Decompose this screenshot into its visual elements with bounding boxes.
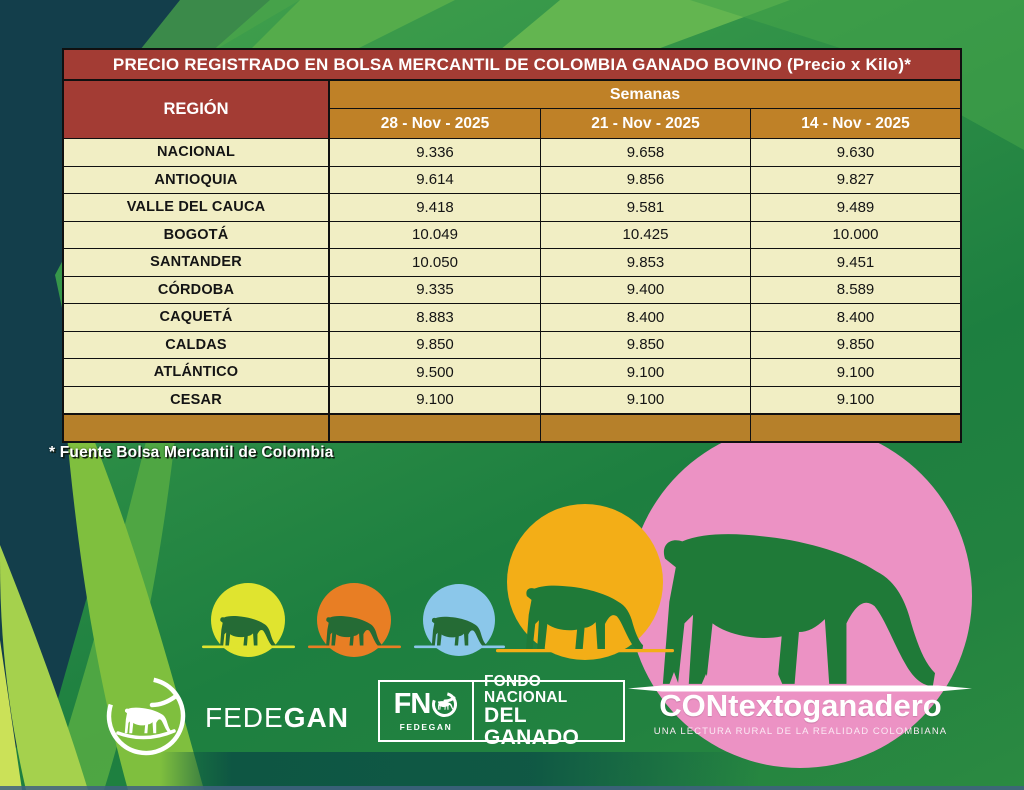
price-value: 9.853 — [540, 249, 750, 276]
table-row: ANTIOQUIA 9.614 9.856 9.827 — [64, 165, 960, 193]
price-table: PRECIO REGISTRADO EN BOLSA MERCANTIL DE … — [62, 48, 962, 443]
price-value: 9.100 — [330, 386, 540, 413]
table-row: NACIONAL 9.336 9.658 9.630 — [64, 138, 960, 166]
table-row: ATLÁNTICO 9.500 9.100 9.100 — [64, 358, 960, 386]
weeks-header: Semanas — [330, 81, 960, 109]
ground-line — [628, 685, 972, 692]
price-value: 9.418 — [330, 194, 540, 221]
cow-badge-pink — [628, 424, 972, 768]
g-circle-cow-icon — [432, 692, 458, 717]
table-row: VALLE DEL CAUCA 9.418 9.581 9.489 — [64, 193, 960, 221]
fedegan-wordmark-light: FEDE — [205, 702, 284, 733]
region-name: CÓRDOBA — [64, 276, 330, 303]
fng-logo: FN FEDEGAN FONDO NACIONAL DEL GANADO — [378, 673, 625, 748]
fng-abbreviation: FN — [394, 690, 459, 719]
price-value: 9.100 — [750, 386, 960, 413]
price-value: 10.425 — [540, 221, 750, 248]
price-value: 9.658 — [540, 139, 750, 166]
price-value: 8.400 — [540, 304, 750, 331]
price-value: 9.614 — [330, 166, 540, 193]
region-column-header: REGIÓN — [64, 81, 330, 138]
week-column-3: 14 - Nov - 2025 — [750, 109, 960, 138]
price-value: 8.589 — [750, 276, 960, 303]
price-value: 9.335 — [330, 276, 540, 303]
price-value: 9.500 — [330, 359, 540, 386]
empty-cell — [64, 415, 330, 441]
empty-cell — [330, 415, 540, 441]
cow-badge-orange — [308, 583, 401, 657]
fng-logo-right: FONDO NACIONAL DEL GANADO — [474, 673, 623, 747]
fedegan-wordmark-bold: GAN — [283, 702, 349, 733]
table-row: CESAR 9.100 9.100 9.100 — [64, 385, 960, 413]
week-column-1: 28 - Nov - 2025 — [330, 109, 540, 138]
price-value: 9.100 — [540, 359, 750, 386]
price-value: 9.630 — [750, 139, 960, 166]
price-value: 9.336 — [330, 139, 540, 166]
price-value: 9.827 — [750, 166, 960, 193]
fedegan-logo: FEDEGAN — [101, 672, 349, 760]
empty-cell — [540, 415, 750, 441]
fng-logo-left: FN FEDEGAN — [380, 682, 474, 740]
contexto-ganadero-logo: CONtextoganadero UNA LECTURA RURAL DE LA… — [628, 690, 973, 737]
region-name: SANTANDER — [64, 249, 330, 276]
table-row: BOGOTÁ 10.049 10.425 10.000 — [64, 220, 960, 248]
price-value: 10.049 — [330, 221, 540, 248]
fng-name-line1: FONDO NACIONAL — [484, 672, 568, 706]
grass-tufts — [668, 672, 918, 688]
table-row: CALDAS 9.850 9.850 9.850 — [64, 330, 960, 358]
fedegan-logo-spacer — [101, 672, 193, 760]
cow-badge-blue — [414, 584, 505, 656]
price-value: 9.100 — [540, 386, 750, 413]
region-name: BOGOTÁ — [64, 221, 330, 248]
cow-badge-yellow — [202, 583, 295, 657]
region-name: CALDAS — [64, 331, 330, 358]
fedegan-wordmark: FEDEGAN — [205, 702, 349, 734]
table-footer-row — [64, 413, 960, 441]
contexto-name: CONtextoganadero — [659, 688, 942, 723]
price-value: 9.451 — [750, 249, 960, 276]
cow-badge-gold — [496, 504, 674, 660]
price-value: 10.000 — [750, 221, 960, 248]
price-value: 8.883 — [330, 304, 540, 331]
table-header: REGIÓN Semanas 28 - Nov - 2025 21 - Nov … — [64, 79, 960, 138]
region-name: CESAR — [64, 386, 330, 413]
price-value: 8.400 — [750, 304, 960, 331]
region-name: VALLE DEL CAUCA — [64, 194, 330, 221]
price-value: 9.856 — [540, 166, 750, 193]
region-name: ANTIOQUIA — [64, 166, 330, 193]
price-value: 9.489 — [750, 194, 960, 221]
empty-cell — [750, 415, 960, 441]
price-value: 9.850 — [540, 331, 750, 358]
table-row: CÓRDOBA 9.335 9.400 8.589 — [64, 275, 960, 303]
table-row: CAQUETÁ 8.883 8.400 8.400 — [64, 303, 960, 331]
diagonal-light-bands — [140, 0, 1024, 150]
source-footnote: * Fuente Bolsa Mercantil de Colombia — [49, 444, 334, 461]
price-value: 9.850 — [330, 331, 540, 358]
contexto-tagline: UNA LECTURA RURAL DE LA REALIDAD COLOMBI… — [653, 726, 948, 737]
bottom-dark-band — [160, 752, 760, 790]
price-value: 9.400 — [540, 276, 750, 303]
region-name: NACIONAL — [64, 139, 330, 166]
fng-sub-label: FEDEGAN — [399, 722, 453, 732]
region-name: ATLÁNTICO — [64, 359, 330, 386]
leaf-blades — [0, 420, 204, 790]
fng-g-mark — [431, 691, 458, 718]
price-value: 9.850 — [750, 331, 960, 358]
fng-name-line2: DEL GANADO — [484, 704, 580, 749]
table-title: PRECIO REGISTRADO EN BOLSA MERCANTIL DE … — [64, 50, 960, 79]
price-value: 10.050 — [330, 249, 540, 276]
region-name: CAQUETÁ — [64, 304, 330, 331]
week-column-2: 21 - Nov - 2025 — [540, 109, 750, 138]
bottom-edge-line — [0, 786, 1024, 790]
fng-letters: FN — [393, 688, 432, 720]
table-row: SANTANDER 10.050 9.853 9.451 — [64, 248, 960, 276]
price-value: 9.581 — [540, 194, 750, 221]
price-value: 9.100 — [750, 359, 960, 386]
